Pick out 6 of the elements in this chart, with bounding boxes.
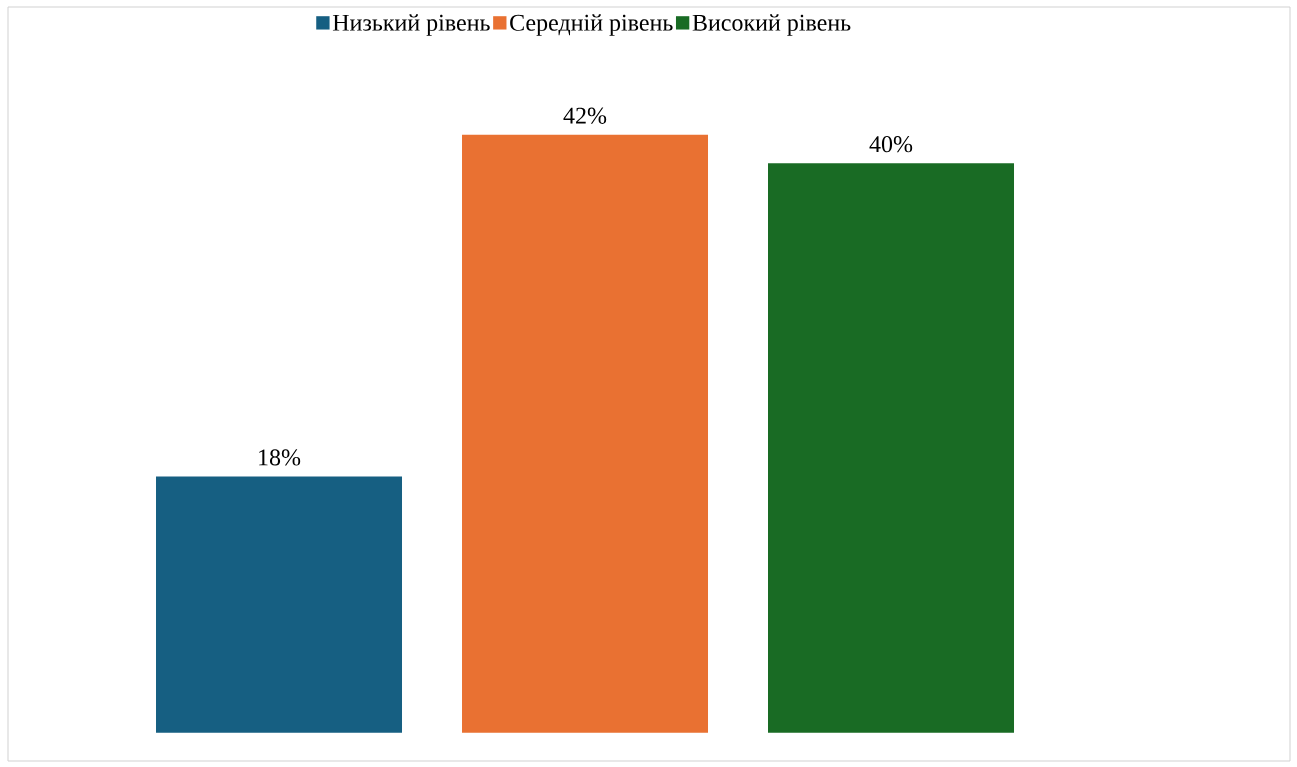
data-label: 18% [259,449,301,466]
legend-label: Середній рівень [510,14,673,36]
data-label: 42% [563,107,607,124]
data-label: 40% [869,136,913,153]
legend-label: Низький рівень [332,14,490,36]
legend-label: Високий рівень [692,14,851,36]
